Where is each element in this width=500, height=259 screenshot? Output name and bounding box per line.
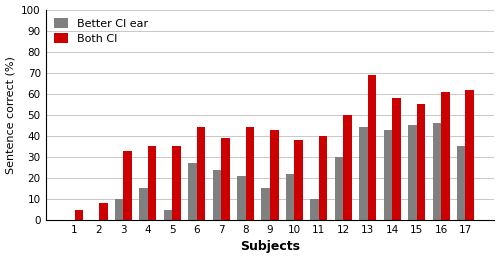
- Bar: [368, 75, 376, 220]
- Bar: [246, 127, 254, 220]
- Bar: [221, 138, 230, 220]
- Bar: [188, 163, 196, 220]
- Bar: [392, 98, 400, 220]
- Bar: [310, 199, 319, 220]
- Bar: [335, 157, 344, 220]
- Bar: [294, 140, 303, 220]
- Bar: [408, 125, 416, 220]
- X-axis label: Subjects: Subjects: [240, 240, 300, 254]
- Bar: [196, 127, 205, 220]
- Bar: [319, 136, 328, 220]
- Bar: [344, 115, 352, 220]
- Bar: [99, 203, 108, 220]
- Bar: [416, 104, 425, 220]
- Bar: [457, 146, 466, 220]
- Bar: [286, 174, 294, 220]
- Bar: [164, 210, 172, 220]
- Bar: [115, 199, 124, 220]
- Bar: [466, 90, 474, 220]
- Bar: [359, 127, 368, 220]
- Bar: [148, 146, 156, 220]
- Legend: Better CI ear, Both CI: Better CI ear, Both CI: [51, 15, 151, 47]
- Bar: [384, 130, 392, 220]
- Bar: [441, 92, 450, 220]
- Bar: [212, 169, 221, 220]
- Bar: [237, 176, 246, 220]
- Bar: [140, 189, 148, 220]
- Y-axis label: Sentence correct (%): Sentence correct (%): [6, 56, 16, 174]
- Bar: [270, 130, 278, 220]
- Bar: [172, 146, 181, 220]
- Bar: [124, 150, 132, 220]
- Bar: [262, 189, 270, 220]
- Bar: [74, 210, 83, 220]
- Bar: [432, 123, 441, 220]
